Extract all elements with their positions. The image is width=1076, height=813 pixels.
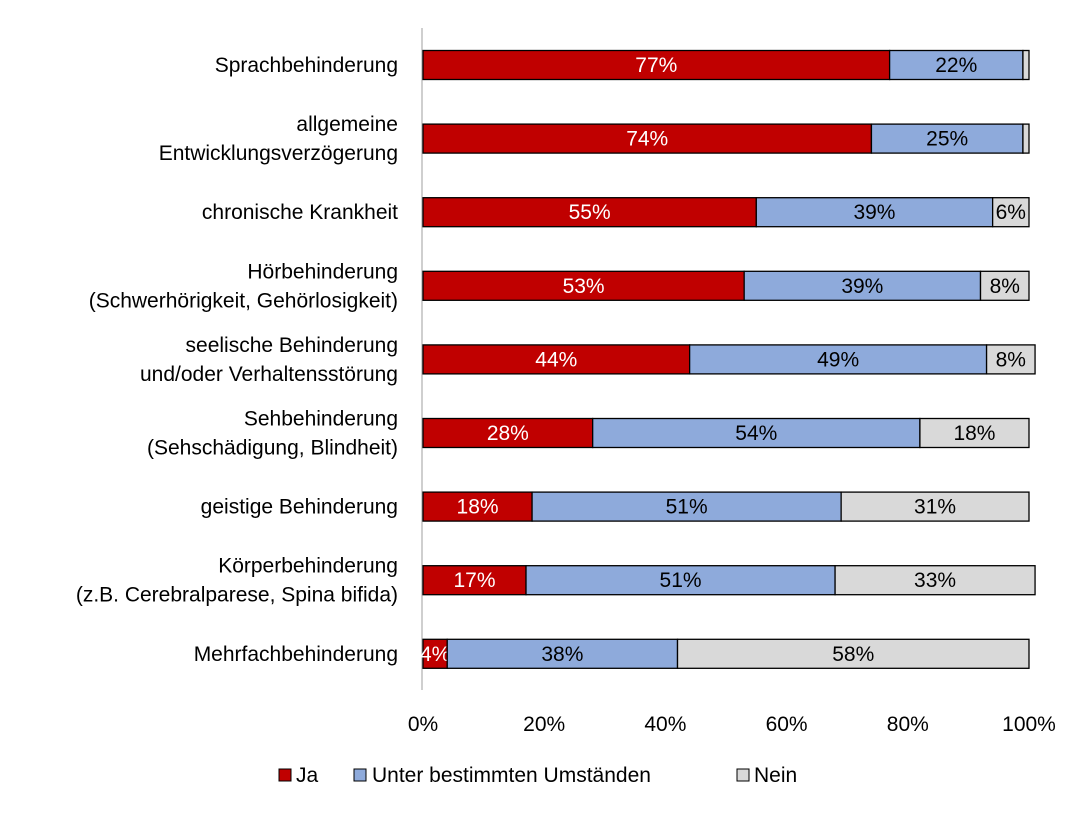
data-label: 8% (996, 348, 1026, 371)
data-label: 49% (817, 348, 859, 371)
bar-segment-nein (834, 565, 1036, 596)
legend-swatch (353, 768, 367, 782)
x-tick-label: 20% (523, 713, 565, 736)
data-label: 77% (635, 54, 677, 77)
data-label: 33% (914, 569, 956, 592)
bar-segment-ja (422, 123, 873, 154)
data-label: 51% (660, 569, 702, 592)
bar-segment-nein (1022, 49, 1030, 81)
data-label: 8% (990, 275, 1020, 298)
legend-label: Ja (296, 764, 319, 787)
x-tick-label: 100% (1002, 713, 1056, 736)
data-label: 4% (420, 643, 450, 666)
data-label: 39% (853, 201, 895, 224)
bar-segment-ja (422, 344, 691, 375)
data-label: 25% (926, 128, 968, 151)
bar-segment-unter-bestimmten-umst-nden (888, 49, 1024, 81)
x-tick-label: 60% (766, 713, 808, 736)
legend-swatch (736, 768, 750, 782)
category-label: Hörbehinderung (Schwerhörigkeit, Gehörlos… (89, 260, 398, 312)
category-label: Körperbehinderung (z.B. Cerebralparese, S… (76, 555, 398, 607)
bar-segment-nein (979, 270, 1030, 301)
bar-segment-ja (422, 638, 448, 669)
data-label: 54% (735, 422, 777, 445)
data-label: 44% (535, 348, 577, 371)
bar-segment-nein (991, 197, 1030, 228)
bar-segment-nein (676, 638, 1030, 669)
data-label: 55% (569, 201, 611, 224)
bar-segment-nein (985, 344, 1036, 375)
data-label: 31% (914, 496, 956, 519)
data-label: 17% (453, 569, 495, 592)
x-tick-label: 0% (408, 713, 438, 736)
category-label: allgemeine Entwicklungsverzögerung (159, 113, 398, 165)
bar-segment-unter-bestimmten-umst-nden (592, 417, 921, 449)
bar-segment-unter-bestimmten-umst-nden (531, 491, 842, 522)
bar-segment-nein (919, 417, 1030, 449)
bar-segment-ja (422, 491, 533, 522)
data-label: 28% (487, 422, 529, 445)
category-label: Sprachbehinderung (215, 54, 398, 77)
data-label: 58% (832, 643, 874, 666)
bar-segment-nein (840, 491, 1030, 522)
legend-label: Unter bestimmten Umständen (372, 764, 651, 787)
bar-segment-unter-bestimmten-umst-nden (743, 270, 982, 301)
bar-segment-ja (422, 417, 594, 449)
category-label: Mehrfachbehinderung (194, 643, 398, 666)
data-label: 51% (666, 496, 708, 519)
category-label: chronische Krankheit (202, 201, 398, 224)
data-label: 6% (996, 201, 1026, 224)
data-label: 22% (935, 54, 977, 77)
data-label: 53% (563, 275, 605, 298)
category-label: seelische Behinderung und/oder Verhaltens… (140, 334, 398, 386)
data-label: 18% (953, 422, 995, 445)
category-label: Sehbehinderung (Sehschädigung, Blindheit) (147, 408, 398, 460)
x-tick-label: 40% (644, 713, 686, 736)
bar-segment-unter-bestimmten-umst-nden (446, 638, 679, 669)
category-label: geistige Behinderung (201, 496, 398, 519)
data-label: 18% (457, 496, 499, 519)
data-label: 74% (626, 128, 668, 151)
bar-segment-nein (1022, 123, 1030, 154)
bar-segment-ja (422, 565, 527, 596)
data-label: 38% (541, 643, 583, 666)
data-label: 39% (841, 275, 883, 298)
legend-label: Nein (754, 764, 797, 787)
x-tick-label: 80% (887, 713, 929, 736)
legend-swatch (278, 768, 292, 782)
bar-segment-unter-bestimmten-umst-nden (525, 565, 836, 596)
